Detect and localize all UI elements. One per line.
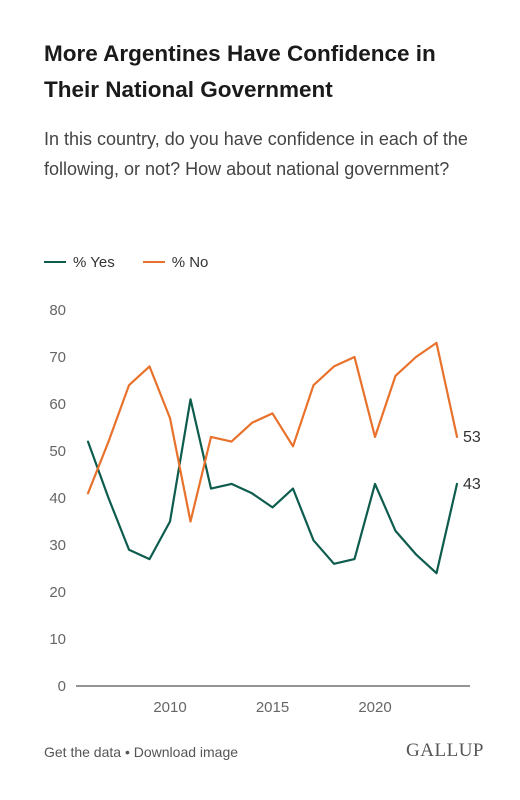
footer: Get the data • Download image <box>44 744 238 760</box>
y-tick-label-40: 40 <box>49 490 66 507</box>
x-tick-label-2015: 2015 <box>256 699 289 716</box>
gallup-logo: GALLUP <box>406 740 484 761</box>
x-tick-label-2010: 2010 <box>153 699 186 716</box>
y-tick-label-80: 80 <box>49 302 66 319</box>
series-line-yes <box>86 398 459 575</box>
legend: % Yes % No <box>44 250 236 274</box>
legend-item-no: % No <box>142 253 209 271</box>
footer-separator: • <box>124 744 130 760</box>
legend-swatch-yes <box>44 260 66 264</box>
series-line-no <box>86 341 459 523</box>
chart-subtitle: In this country, do you have confidence … <box>44 129 468 179</box>
line-chart: 0 10 20 30 40 50 60 70 80 2010 2015 2020 43 53 <box>49 302 481 716</box>
y-tick-label-10: 10 <box>49 631 66 648</box>
legend-label-yes: % Yes <box>73 253 115 271</box>
legend-swatch-no <box>142 260 165 264</box>
legend-label-no: % No <box>171 253 209 271</box>
y-tick-label-0: 0 <box>58 678 66 695</box>
y-tick-label-20: 20 <box>49 584 66 601</box>
x-tick-label-2020: 2020 <box>358 699 391 716</box>
get-data-link[interactable]: Get the data <box>44 744 122 760</box>
y-tick-label-70: 70 <box>49 349 66 366</box>
y-tick-label-60: 60 <box>49 396 66 413</box>
y-tick-label-50: 50 <box>49 443 66 460</box>
end-label-no: 53 <box>463 429 481 446</box>
chart-title: More Argentines Have Confidence in Their… <box>44 41 436 102</box>
download-image-link[interactable]: Download image <box>133 744 239 760</box>
y-tick-label-30: 30 <box>49 537 66 554</box>
legend-item-yes: % Yes <box>44 254 115 271</box>
end-label-yes: 43 <box>463 476 481 493</box>
